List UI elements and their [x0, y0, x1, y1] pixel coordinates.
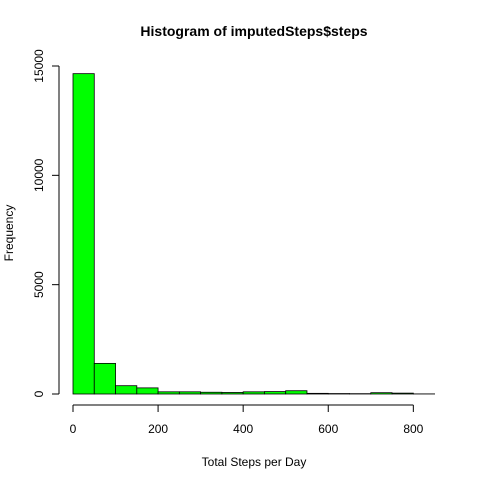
- y-tick-label-1: 5000: [32, 271, 46, 298]
- x-axis-label: Total Steps per Day: [202, 455, 307, 469]
- histogram-bar-1: [93, 362, 116, 395]
- histogram-bar-5: [178, 391, 202, 395]
- y-tick-label-2: 10000: [32, 158, 46, 192]
- chart-title: Histogram of imputedSteps$steps: [140, 23, 367, 39]
- histogram-bar-3: [136, 387, 159, 395]
- y-tick-label-0: 0: [32, 390, 46, 397]
- histogram-bar-2: [115, 385, 138, 395]
- histogram-bar-7: [221, 392, 244, 395]
- histogram-bar-15: [391, 392, 414, 395]
- y-tick-label-3: 15000: [32, 49, 46, 83]
- histogram-bar-6: [200, 391, 223, 395]
- y-axis-label: Frequency: [2, 205, 16, 262]
- y-axis: 0 5000 10000 15000: [32, 49, 60, 397]
- histogram-bar-0: [72, 73, 95, 395]
- histogram-bar-14: [370, 392, 393, 395]
- x-tick-label-4: 800: [403, 422, 423, 436]
- histogram-bar-4: [157, 391, 180, 395]
- x-tick-label-3: 600: [318, 422, 338, 436]
- bars-group: [72, 73, 435, 395]
- histogram-bar-9: [264, 391, 287, 395]
- x-tick-label-1: 200: [148, 422, 168, 436]
- histogram-bar-11: [306, 392, 329, 395]
- histogram-bar-8: [242, 391, 265, 395]
- x-axis: 0 200 400 600 800: [70, 404, 424, 436]
- x-tick-label-2: 400: [233, 422, 253, 436]
- histogram-bar-10: [285, 390, 308, 395]
- x-tick-label-0: 0: [70, 422, 77, 436]
